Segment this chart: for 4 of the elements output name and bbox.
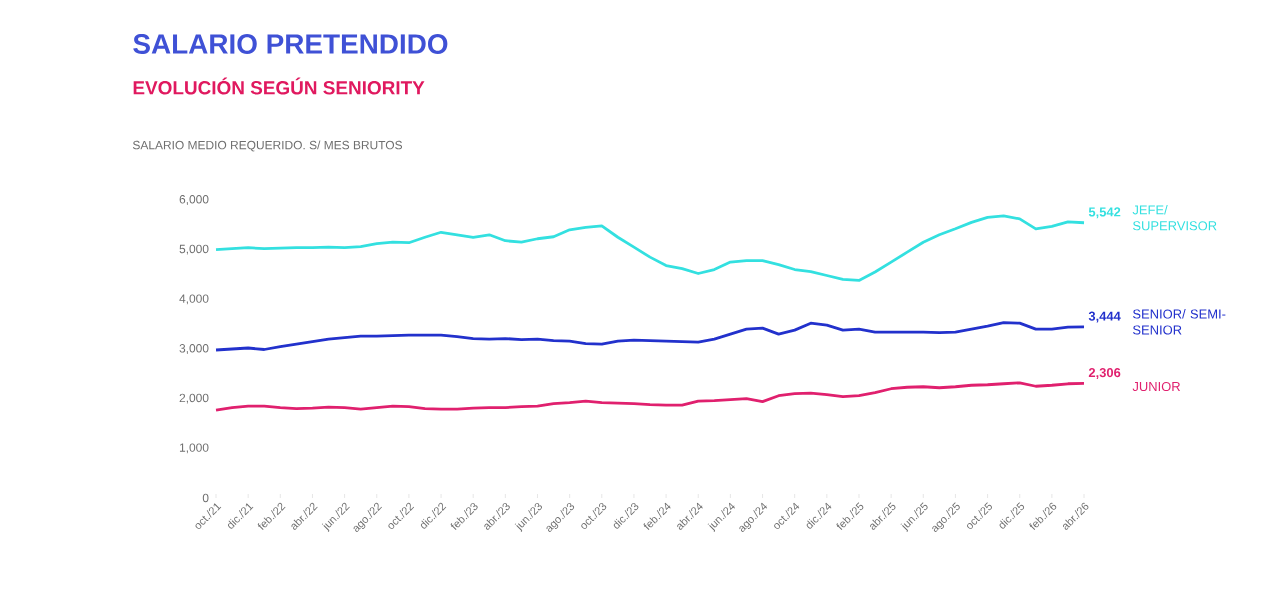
- chart-subtitle: EVOLUCIÓN SEGÚN SENIORITY: [133, 77, 425, 95]
- line-series: [214, 214, 1086, 282]
- chart-title: SALARIO PRETENDIDO: [133, 34, 448, 54]
- line-series: [214, 381, 1086, 412]
